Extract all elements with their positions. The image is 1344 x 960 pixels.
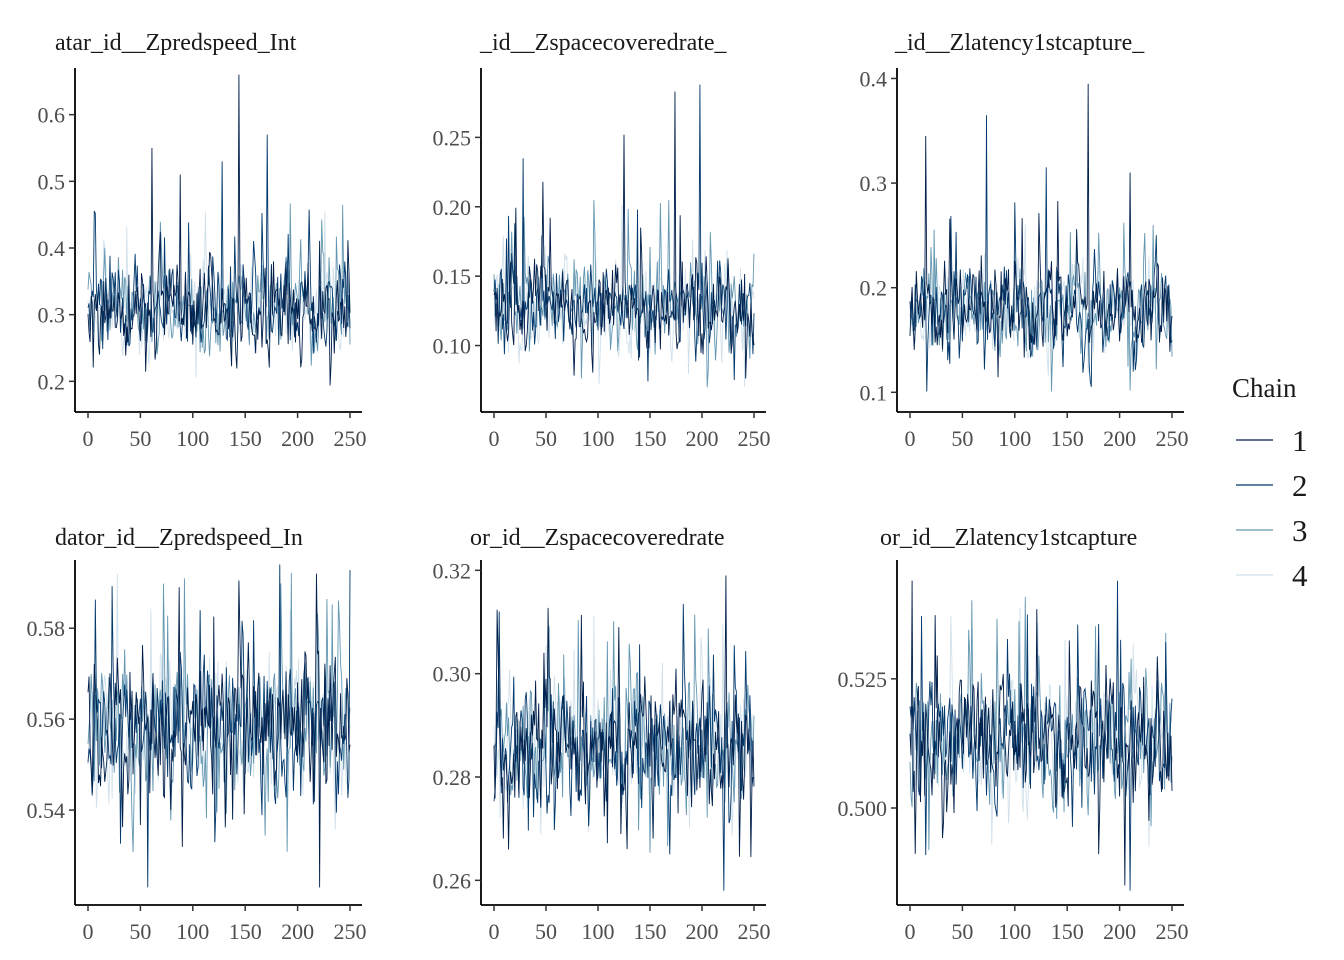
panels: atar_id__Zpredspeed_Int 0 50 100 150 200 250 0.… <box>27 30 1189 944</box>
x-tick-label: 150 <box>1051 426 1084 451</box>
trace-lines-2 <box>493 84 755 388</box>
y-tick-label: 0.58 <box>27 616 66 641</box>
trace-panel-4: dator_id__Zpredspeed_In 0 50 100 150 200 250 0.… <box>27 525 367 944</box>
y-tick-label: 0.10 <box>433 334 472 359</box>
x-tick-label: 150 <box>229 919 262 944</box>
y-tick-label: 0.54 <box>27 798 66 823</box>
chain-3-trace <box>87 573 351 852</box>
y-tick-label: 0.4 <box>38 236 66 261</box>
chain-1-trace <box>493 91 755 379</box>
legend-label-chain-3: 3 <box>1292 513 1308 548</box>
x-tick-label: 100 <box>176 919 209 944</box>
y-tick-label: 0.2 <box>38 369 66 394</box>
x-tick-label: 250 <box>334 919 367 944</box>
x-tick-label: 150 <box>634 426 667 451</box>
x-tick-label: 250 <box>738 919 771 944</box>
y-tick-label: 0.30 <box>433 662 472 687</box>
chain-1-trace <box>493 575 755 857</box>
x-tick-label: 100 <box>998 426 1031 451</box>
trace-lines-3 <box>909 83 1173 392</box>
y-tick-label: 0.28 <box>433 765 472 790</box>
x-tick-label: 250 <box>1156 426 1189 451</box>
x-tick-label: 200 <box>686 919 719 944</box>
y-tick-label: 0.525 <box>838 667 888 692</box>
chain-1-trace <box>909 83 1173 378</box>
x-tick-label: 0 <box>489 426 500 451</box>
x-tick-label: 50 <box>129 919 151 944</box>
legend-label-chain-1: 1 <box>1292 423 1308 458</box>
x-tick-label: 200 <box>686 426 719 451</box>
x-tick-label: 200 <box>281 919 314 944</box>
x-tick-label: 150 <box>1051 919 1084 944</box>
y-tick-label: 0.6 <box>38 103 66 128</box>
x-tick-label: 50 <box>535 919 557 944</box>
x-tick-label: 0 <box>83 919 94 944</box>
y-tick-label: 0.3 <box>38 303 66 328</box>
y-tick-label: 0.25 <box>433 125 472 150</box>
y-tick-label: 0.26 <box>433 868 472 893</box>
panel-title-6: or_id__Zlatency1stcapture <box>880 525 1137 551</box>
x-tick-label: 100 <box>582 426 615 451</box>
x-tick-label: 100 <box>998 919 1031 944</box>
y-tick-label: 0.4 <box>860 66 888 91</box>
legend-label-chain-4: 4 <box>1292 558 1308 593</box>
panel-title-5: or_id__Zspacecoveredrate <box>470 525 725 551</box>
x-tick-label: 250 <box>1156 919 1189 944</box>
x-tick-label: 0 <box>489 919 500 944</box>
x-tick-label: 50 <box>951 919 973 944</box>
x-tick-label: 0 <box>905 426 916 451</box>
x-tick-label: 0 <box>905 919 916 944</box>
panel-title-3: _id__Zlatency1stcapture_ <box>894 30 1145 56</box>
chain-2-trace <box>87 564 351 888</box>
y-tick-label: 0.15 <box>433 264 472 289</box>
x-tick-label: 50 <box>951 426 973 451</box>
chain-1-trace <box>909 580 1173 886</box>
x-tick-label: 100 <box>176 426 209 451</box>
legend: Chain 1 2 3 4 <box>1232 373 1308 593</box>
chain-1-trace <box>87 74 351 386</box>
chain-3-trace <box>493 199 755 388</box>
x-tick-label: 150 <box>229 426 262 451</box>
x-tick-label: 50 <box>535 426 557 451</box>
x-tick-label: 100 <box>582 919 615 944</box>
x-tick-label: 0 <box>83 426 94 451</box>
trace-panel-1: atar_id__Zpredspeed_Int 0 50 100 150 200 250 0.… <box>38 30 367 451</box>
y-tick-label: 0.5 <box>38 169 66 194</box>
y-tick-label: 0.3 <box>860 171 888 196</box>
x-tick-label: 200 <box>1103 919 1136 944</box>
panel-title-1: atar_id__Zpredspeed_Int <box>55 30 297 56</box>
y-tick-label: 0.32 <box>433 558 472 583</box>
x-tick-label: 150 <box>634 919 667 944</box>
chain-2-trace <box>87 134 351 354</box>
legend-label-chain-2: 2 <box>1292 468 1308 503</box>
trace-panel-5: or_id__Zspacecoveredrate 0 50 100 150 200 250 0… <box>433 525 771 944</box>
trace-lines-5 <box>493 575 755 891</box>
y-tick-label: 0.20 <box>433 195 472 220</box>
trace-panel-2: _id__Zspacecoveredrate_ 0 50 100 150 200 250 0.… <box>433 30 771 451</box>
y-tick-label: 0.2 <box>860 276 888 301</box>
y-tick-label: 0.1 <box>860 380 888 405</box>
panel-title-2: _id__Zspacecoveredrate_ <box>479 30 728 56</box>
chain-2-trace <box>493 84 755 382</box>
x-tick-label: 200 <box>281 426 314 451</box>
x-tick-label: 250 <box>738 426 771 451</box>
y-tick-label: 0.500 <box>838 796 888 821</box>
trace-panel-3: _id__Zlatency1stcapture_ 0 50 100 150 200 250 0… <box>860 30 1189 451</box>
x-tick-label: 50 <box>129 426 151 451</box>
x-tick-label: 250 <box>334 426 367 451</box>
chain-1-trace <box>87 573 351 888</box>
legend-title: Chain <box>1232 373 1297 403</box>
trace-lines-1 <box>87 74 351 386</box>
trace-panel-6: or_id__Zlatency1stcapture 0 50 100 150 200 250… <box>838 525 1189 944</box>
panel-title-4: dator_id__Zpredspeed_In <box>55 525 303 551</box>
x-tick-label: 200 <box>1103 426 1136 451</box>
trace-lines-6 <box>909 580 1173 891</box>
trace-lines-4 <box>87 564 351 888</box>
y-tick-label: 0.56 <box>27 707 66 732</box>
